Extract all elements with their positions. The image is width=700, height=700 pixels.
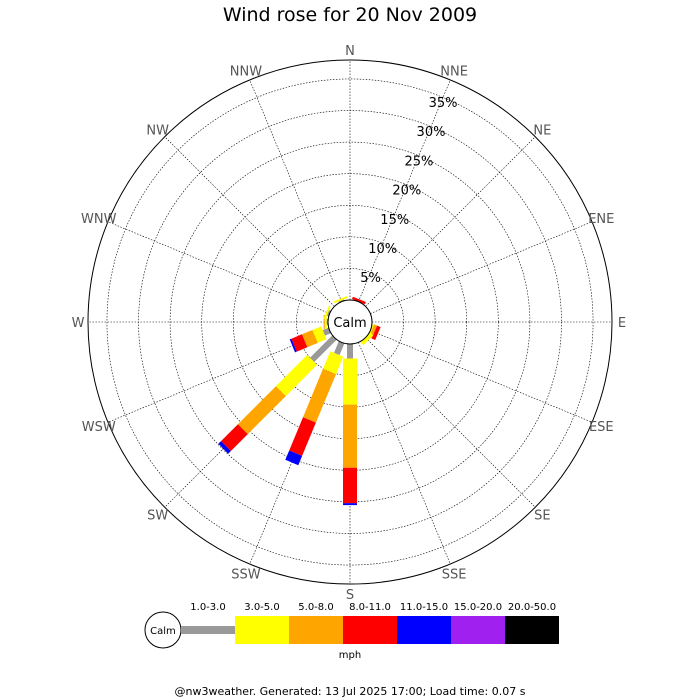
- direction-label-ne: NE: [533, 124, 551, 139]
- direction-label-nne: NNE: [440, 65, 468, 80]
- petal-s-bin-0: [347, 344, 353, 359]
- calm-label: Calm: [333, 316, 366, 331]
- direction-label-nnw: NNW: [230, 65, 262, 80]
- outer-circle: [87, 59, 613, 585]
- direction-label-se: SE: [534, 508, 550, 523]
- spoke-se: [365, 337, 536, 508]
- radial-tick-label: 35%: [429, 96, 458, 111]
- petal-ssw-bin-1: [323, 351, 344, 375]
- direction-label-n: N: [345, 44, 355, 59]
- direction-label-s: S: [346, 588, 354, 603]
- spoke-ne: [365, 136, 536, 307]
- axis-labels: N NNE NE ENE E ESE SE SSE S SSW SW WSW W WNW NW NNW 5% 10…: [72, 44, 627, 603]
- chart-title: Wind rose for 20 Nov 2009: [222, 4, 478, 26]
- legend-label-2: 5.0-8.0: [298, 602, 333, 613]
- legend-units-label: mph: [339, 650, 361, 661]
- petal-ssw-bin-3: [289, 417, 316, 456]
- direction-label-sw: SW: [147, 508, 168, 523]
- petal-se-bin-1: [360, 332, 374, 346]
- spoke-ese: [370, 330, 593, 423]
- direction-label-wnw: WNW: [81, 212, 117, 227]
- direction-label-e: E: [618, 316, 626, 331]
- petal-sw-bin-1: [275, 354, 318, 397]
- petal-nnw-bin-1: [333, 296, 348, 304]
- speed-legend: Calm 1.0-3.0 3.0-5.0 5.0-8.0 8.0-11.0 11.0-15…: [144, 602, 559, 661]
- petal-ese-bin-3: [371, 325, 381, 340]
- wind-petals: [218, 296, 381, 506]
- petal-wnw-bin-0: [326, 310, 331, 317]
- spoke-nw: [164, 136, 335, 307]
- spoke-nne: [358, 79, 451, 302]
- legend-label-1: 3.0-5.0: [244, 602, 279, 613]
- direction-label-sse: SSE: [442, 567, 467, 582]
- legend-label-4: 11.0-15.0: [400, 602, 448, 613]
- footer-text: @nw3weather. Generated: 13 Jul 2025 17:0…: [174, 685, 526, 698]
- legend-label-6: 20.0-50.0: [508, 602, 556, 613]
- petal-wsw-bin-2: [301, 330, 318, 348]
- radial-tick-label: 15%: [380, 213, 409, 228]
- direction-label-ene: ENE: [588, 212, 614, 227]
- petal-sw-bin-3: [221, 424, 248, 451]
- petal-s-bin-3: [343, 467, 357, 504]
- petal-nne-bin-3: [352, 296, 366, 305]
- legend-calm-label: Calm: [150, 626, 176, 637]
- petal-wsw-bin-0: [322, 327, 331, 336]
- direction-label-wsw: WSW: [82, 420, 116, 435]
- legend-label-0: 1.0-3.0: [190, 602, 225, 613]
- petal-s-bin-4: [343, 503, 357, 506]
- radial-tick-label: 20%: [392, 184, 421, 199]
- petal-s-bin-2: [343, 404, 357, 468]
- petal-ssw-bin-2: [303, 368, 336, 423]
- spoke-nnw: [249, 79, 342, 302]
- ring-35%: [106, 78, 594, 566]
- petal-s-bin-1: [343, 358, 357, 405]
- spoke-ene: [370, 221, 593, 314]
- petal-wnw-bin-1: [323, 305, 331, 320]
- radial-tick-label: 5%: [360, 271, 381, 286]
- legend-swatch-4: [397, 616, 451, 644]
- legend-swatch-0: [181, 626, 235, 634]
- direction-label-nw: NW: [146, 124, 169, 139]
- calm-circle: [327, 299, 373, 345]
- legend-label-3: 8.0-11.0: [349, 602, 391, 613]
- petal-sw-bin-0: [310, 335, 337, 362]
- petal-wsw-bin-1: [312, 326, 327, 343]
- legend-label-5: 15.0-20.0: [454, 602, 502, 613]
- legend-swatch-5: [451, 616, 505, 644]
- legend-swatch-3: [343, 616, 397, 644]
- radial-tick-label: 25%: [404, 154, 433, 169]
- petal-ssw-bin-0: [334, 341, 345, 356]
- radial-tick-label: 30%: [417, 125, 446, 140]
- petal-wsw-bin-4: [289, 338, 297, 353]
- legend-swatch-6: [505, 616, 559, 644]
- petal-ssw-bin-4: [285, 450, 303, 466]
- petal-wsw-bin-3: [291, 334, 308, 352]
- spoke-sse: [358, 342, 451, 565]
- spoke-wnw: [107, 221, 330, 314]
- radial-tick-label: 10%: [368, 242, 397, 257]
- petal-sw-bin-4: [218, 441, 231, 454]
- direction-label-w: W: [72, 316, 85, 331]
- legend-swatch-1: [235, 616, 289, 644]
- direction-label-ese: ESE: [589, 420, 614, 435]
- legend-swatch-2: [289, 616, 343, 644]
- petal-sw-bin-2: [237, 386, 286, 435]
- direction-label-ssw: SSW: [231, 567, 261, 582]
